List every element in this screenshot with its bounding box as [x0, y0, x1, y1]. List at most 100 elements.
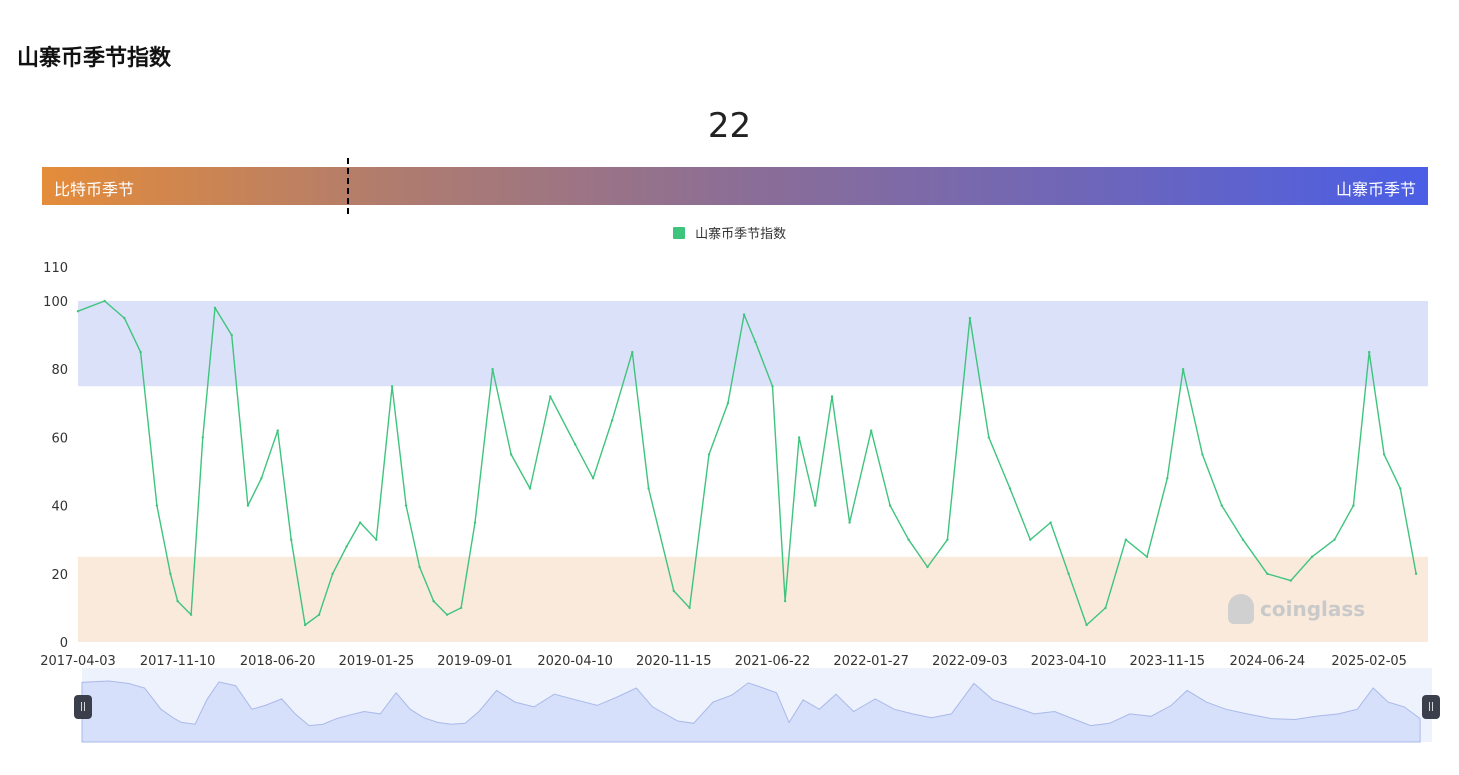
data-point: [358, 521, 362, 524]
chart-legend[interactable]: 山寨币季节指数: [0, 223, 1459, 242]
data-point: [946, 538, 949, 541]
data-point: [317, 613, 321, 616]
data-point: [103, 299, 106, 303]
data-point: [169, 572, 172, 575]
bitcoin-season-label: 比特币季节: [54, 180, 135, 199]
coinglass-logo-icon: [1228, 594, 1254, 624]
data-point: [139, 350, 142, 354]
data-point: [276, 429, 279, 432]
x-tick-label: 2017-04-03: [40, 654, 116, 669]
data-point: [754, 340, 757, 344]
data-point: [870, 429, 873, 432]
x-tick-label: 2023-11-15: [1130, 654, 1206, 669]
x-tick-label: 2022-09-03: [932, 654, 1008, 669]
zoom-preview-area: [81, 680, 1421, 743]
data-point: [1085, 623, 1088, 627]
data-point: [1399, 487, 1402, 490]
data-point: [1201, 453, 1204, 456]
data-point: [509, 453, 513, 456]
bitcoin_season-band: [78, 556, 1428, 642]
data-point: [672, 589, 675, 593]
altcoin_season-band: [78, 301, 1428, 387]
data-point: [926, 565, 929, 569]
data-point: [1289, 579, 1293, 582]
data-point: [1220, 504, 1224, 507]
data-point: [1382, 453, 1386, 456]
data-point: [1414, 572, 1418, 575]
legend-label: 山寨币季节指数: [695, 227, 787, 242]
y-tick-label: 20: [51, 568, 68, 583]
x-tick-label: 2018-06-20: [240, 654, 316, 669]
x-tick-label: 2020-11-15: [636, 654, 712, 669]
data-point: [848, 521, 851, 524]
data-point: [888, 504, 892, 507]
data-point: [445, 613, 449, 616]
data-point: [688, 606, 691, 610]
data-point: [345, 545, 348, 548]
data-point: [1333, 538, 1336, 541]
x-tick-label: 2020-04-10: [537, 654, 613, 669]
data-point: [1181, 368, 1185, 371]
zoom-handle-left[interactable]: ||: [74, 695, 92, 719]
data-point: [1352, 504, 1355, 507]
season-gauge-bar: 比特币季节 山寨币季节: [42, 167, 1428, 205]
data-point: [771, 385, 774, 388]
watermark: coinglass: [1228, 594, 1365, 624]
data-point: [459, 606, 463, 610]
data-point: [303, 623, 307, 627]
data-point: [246, 504, 250, 507]
data-point: [1049, 521, 1052, 524]
data-point: [742, 313, 746, 316]
y-tick-label: 0: [60, 636, 68, 651]
y-tick-label: 100: [43, 295, 68, 310]
y-tick-label: 60: [51, 431, 68, 446]
data-point: [987, 436, 990, 439]
data-point: [201, 436, 204, 439]
data-point: [1266, 572, 1269, 575]
data-point: [176, 599, 179, 603]
data-point: [1166, 477, 1169, 480]
data-point: [528, 487, 532, 490]
data-point: [968, 316, 972, 320]
data-point: [830, 395, 834, 398]
data-point: [726, 402, 730, 405]
data-point: [1124, 538, 1128, 541]
x-tick-label: 2023-04-10: [1031, 654, 1107, 669]
data-point: [1145, 555, 1149, 558]
data-point: [290, 538, 293, 541]
data-point: [631, 350, 634, 354]
legend-swatch: [672, 227, 685, 239]
data-point: [473, 521, 477, 524]
data-point: [573, 443, 577, 446]
x-tick-label: 2021-06-22: [735, 654, 811, 669]
page-title: 山寨币季节指数: [17, 46, 172, 71]
data-point: [907, 538, 910, 541]
data-point: [1067, 572, 1070, 575]
y-tick-label: 80: [51, 363, 68, 378]
y-tick-label: 40: [51, 500, 68, 515]
x-tick-label: 2025-02-05: [1331, 654, 1407, 669]
x-tick-label: 2022-01-27: [833, 654, 909, 669]
x-tick-label: 2017-11-10: [140, 654, 216, 669]
data-point: [797, 436, 801, 439]
data-point: [707, 453, 711, 456]
x-tick-label: 2019-01-25: [339, 654, 415, 669]
data-point: [260, 477, 263, 480]
data-point: [610, 419, 614, 422]
data-point: [155, 504, 159, 507]
data-point: [76, 310, 80, 313]
data-point: [1310, 555, 1314, 558]
data-point: [123, 316, 126, 320]
data-point: [432, 599, 435, 603]
data-point: [1104, 606, 1107, 610]
data-point: [1029, 538, 1032, 541]
data-point: [213, 306, 217, 309]
altcoin-season-label: 山寨币季节: [1335, 180, 1416, 199]
gauge-indicator: [347, 158, 349, 214]
zoom-handle-right[interactable]: ||: [1422, 695, 1440, 719]
y-tick-label: 110: [43, 261, 68, 276]
data-point: [647, 487, 650, 490]
data-point: [814, 504, 817, 507]
data-point: [1241, 538, 1245, 541]
